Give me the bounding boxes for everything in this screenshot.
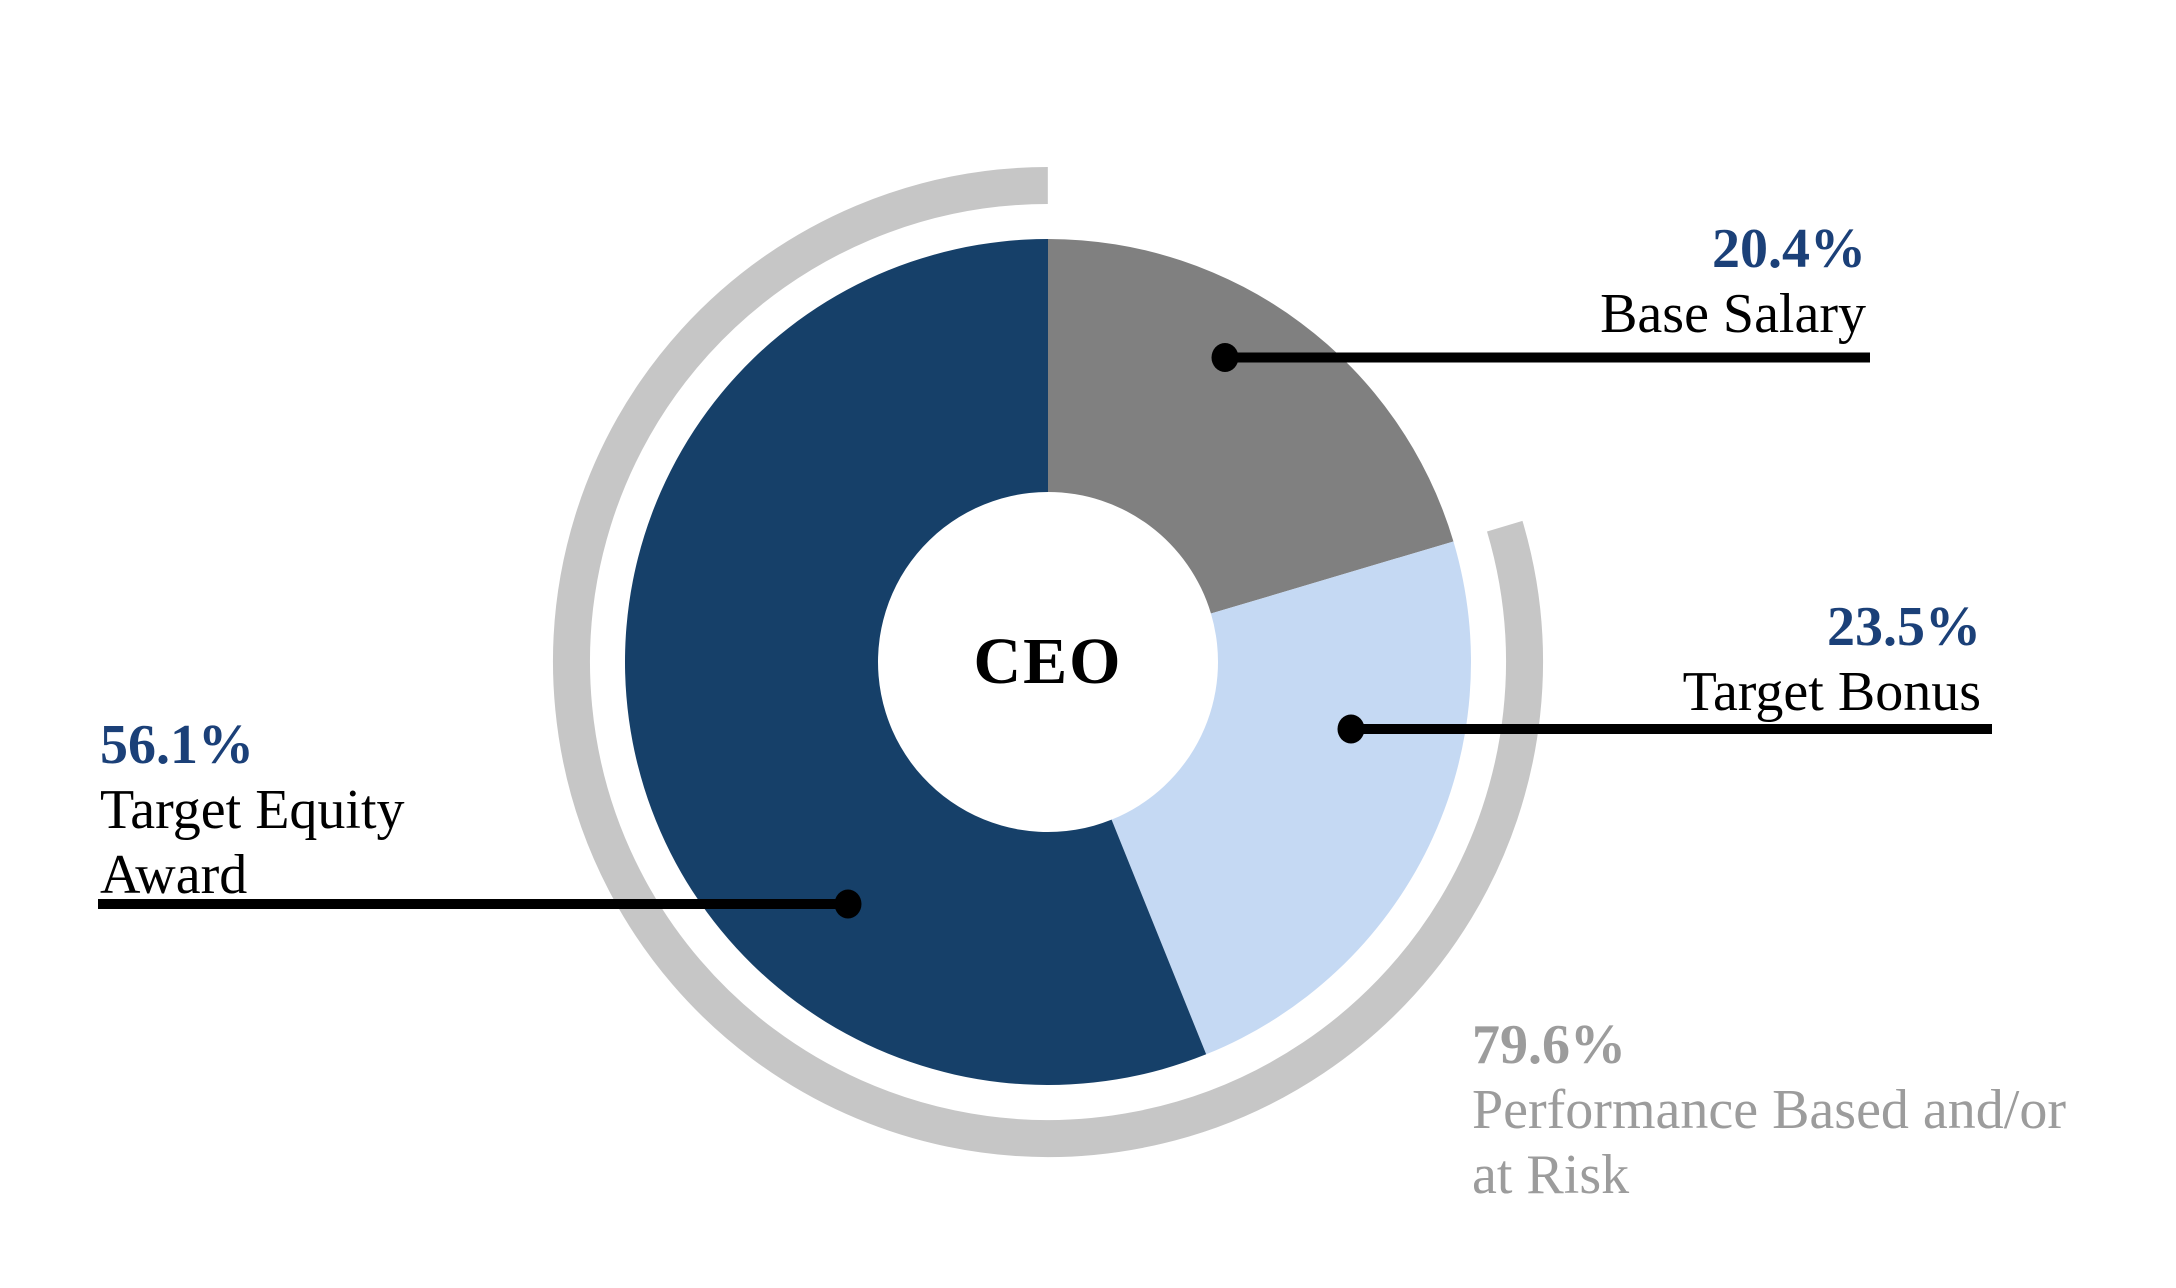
base-salary-callout: 20.4% Base Salary (1600, 217, 1866, 347)
target-bonus-callout: 23.5% Target Bonus (1683, 595, 1981, 725)
performance-pct: 79.6% (1472, 1014, 1626, 1076)
leader-dots (834, 343, 1365, 919)
performance-arc-group (553, 167, 1543, 1157)
base-salary-label: Base Salary (1600, 283, 1866, 345)
target-equity-label-line1: Target Equity (100, 779, 405, 841)
target-bonus-label: Target Bonus (1682, 661, 1981, 723)
performance-callout: 79.6% Performance Based and/or at Risk (1472, 1013, 2066, 1208)
slice-target-equity-award (624, 239, 1207, 1085)
performance-label-line1: Performance Based and/or (1472, 1079, 2066, 1141)
target-bonus-pct: 23.5% (1827, 596, 1981, 658)
donut-slices (624, 239, 1471, 1085)
target-equity-pct: 56.1% (100, 714, 254, 776)
donut-center-label: CEO (973, 625, 1123, 698)
base-salary-pct: 20.4% (1712, 218, 1866, 280)
target-equity-callout: 56.1% Target Equity Award (100, 713, 405, 908)
performance-label-line2: at Risk (1472, 1144, 1630, 1206)
performance-annotation-arc (553, 167, 1543, 1157)
leader-lines (98, 352, 1992, 909)
base-salary-leader-dot (1211, 343, 1239, 372)
slice-base-salary (1048, 239, 1454, 614)
target-equity-leader-dot (834, 889, 862, 919)
target-equity-label-line2: Award (100, 844, 248, 906)
slice-target-bonus (1111, 541, 1471, 1055)
target-bonus-leader-dot (1337, 714, 1365, 744)
